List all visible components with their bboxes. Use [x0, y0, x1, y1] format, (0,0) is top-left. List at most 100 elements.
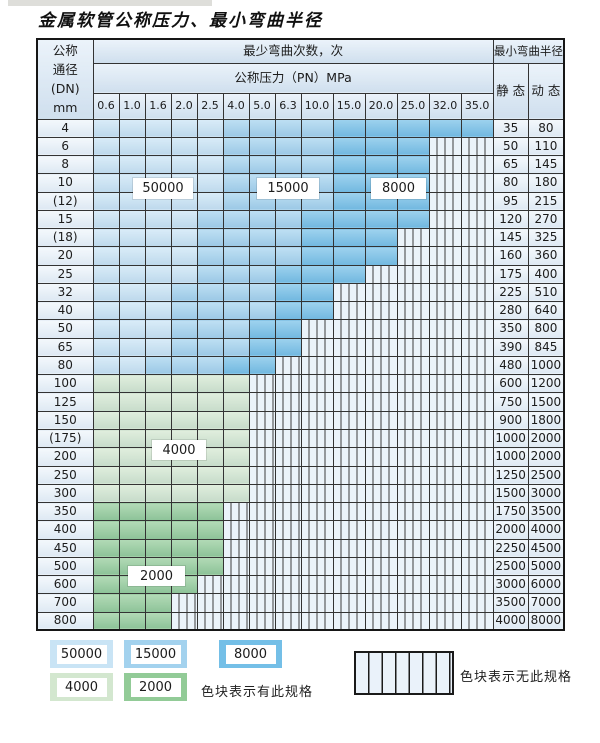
dynamic-radius-value: 8000 [527, 611, 565, 631]
no-spec-cell [274, 556, 302, 577]
no-spec-cell [300, 447, 334, 467]
no-spec-cell [274, 611, 302, 631]
no-spec-cell [428, 429, 462, 449]
dn-header-line: 通径 [52, 62, 78, 78]
dynamic-radius-value: 80 [527, 118, 565, 138]
spec-cell-4000 [222, 392, 250, 412]
no-spec-cell [396, 410, 430, 431]
spec-cell-2000 [92, 520, 120, 540]
spec-cell-4000 [222, 465, 250, 485]
dn-cell: 700 [36, 593, 94, 613]
header-row-2: 公称压力（PN）MPa 静 态动 态 [37, 62, 565, 120]
no-spec-cell [396, 429, 430, 449]
no-spec-cell [396, 392, 430, 412]
no-spec-cell [364, 264, 398, 284]
spec-cell-15000 [248, 209, 276, 230]
spec-cell-4000 [144, 483, 172, 504]
spec-cell-2000 [92, 611, 120, 631]
dynamic-radius-value: 215 [527, 191, 565, 211]
no-spec-cell [300, 374, 334, 394]
spec-cell-15000 [170, 319, 198, 339]
no-spec-cell [222, 520, 250, 540]
dynamic-radius-value: 640 [527, 301, 565, 321]
static-radius-value: 2000 [492, 520, 529, 540]
no-spec-cell [428, 410, 462, 431]
spec-cell-2000 [144, 593, 172, 613]
pressure-value-header: 2.0 [170, 92, 198, 120]
dynamic-radius-value: 2000 [527, 447, 565, 467]
legend-swatch-label: 8000 [225, 644, 276, 664]
spec-cell-2000 [196, 502, 224, 522]
spec-cell-2000 [118, 611, 146, 631]
no-spec-cell [300, 355, 334, 376]
spec-cell-8000 [332, 228, 366, 248]
no-spec-cell [364, 319, 398, 339]
legend-swatch-label: 15000 [130, 644, 181, 664]
spec-cell-15000 [274, 209, 302, 230]
dynamic-radius-value: 800 [527, 319, 565, 339]
spec-cell-50000 [118, 355, 146, 376]
spec-cell-50000 [144, 337, 172, 357]
no-spec-cell [300, 520, 334, 540]
spec-cell-50000 [118, 118, 146, 138]
no-spec-cell [332, 556, 366, 577]
pressure-value-header: 1.0 [118, 92, 146, 120]
spec-cell-4000 [196, 483, 224, 504]
spec-cell-15000 [170, 282, 198, 303]
dn-cell: 50 [36, 319, 94, 339]
static-radius-value: 1250 [492, 465, 529, 485]
spec-cell-2000 [196, 520, 224, 540]
no-spec-cell [428, 593, 462, 613]
spec-cell-15000 [222, 246, 250, 266]
static-radius-value: 3500 [492, 593, 529, 613]
no-spec-cell [460, 155, 494, 175]
spec-cell-50000 [92, 264, 120, 284]
dn-cell: 350 [36, 502, 94, 522]
spec-cell-8000 [428, 118, 462, 138]
static-radius-value: 50 [492, 136, 529, 157]
no-spec-cell [332, 593, 366, 613]
spec-cell-4000 [92, 447, 120, 467]
table-row: 65 390 845 [36, 337, 565, 357]
no-spec-cell [460, 392, 494, 412]
spec-cell-15000 [222, 319, 250, 339]
no-spec-cell [274, 538, 302, 558]
no-spec-cell [364, 502, 398, 522]
static-column-header: 静 态 [492, 62, 529, 120]
no-spec-cell [332, 392, 366, 412]
spec-cell-8000 [364, 246, 398, 266]
no-spec-cell [248, 593, 276, 613]
dynamic-radius-value: 1800 [527, 410, 565, 431]
no-spec-cell [364, 337, 398, 357]
static-radius-value: 4000 [492, 611, 529, 631]
spec-cell-50000 [144, 246, 172, 266]
spec-cell-8000 [364, 155, 398, 175]
no-spec-cell [300, 483, 334, 504]
spec-cell-15000 [274, 155, 302, 175]
spec-cell-8000 [364, 209, 398, 230]
spec-cell-8000 [364, 228, 398, 248]
spec-cell-4000 [170, 392, 198, 412]
band-count-label: 50000 [133, 178, 193, 199]
dn-cell: (175) [36, 429, 94, 449]
no-spec-cell [222, 575, 250, 595]
spec-cell-50000 [144, 228, 172, 248]
spec-cell-4000 [222, 483, 250, 504]
pressure-value-header: 25.0 [396, 92, 430, 120]
no-spec-cell [396, 447, 430, 467]
no-spec-cell [396, 282, 430, 303]
no-spec-cell [396, 556, 430, 577]
spec-cell-4000 [118, 410, 146, 431]
spec-cell-4000 [118, 447, 146, 467]
no-spec-cell [428, 447, 462, 467]
spec-cell-50000 [196, 118, 224, 138]
spec-cell-15000 [274, 246, 302, 266]
spec-cell-8000 [332, 155, 366, 175]
no-spec-cell [248, 447, 276, 467]
no-spec-cell [274, 520, 302, 540]
no-spec-cell [460, 410, 494, 431]
pressure-value-header: 32.0 [428, 92, 462, 120]
spec-cell-50000 [118, 319, 146, 339]
no-spec-cell [460, 502, 494, 522]
static-radius-value: 80 [492, 173, 529, 193]
